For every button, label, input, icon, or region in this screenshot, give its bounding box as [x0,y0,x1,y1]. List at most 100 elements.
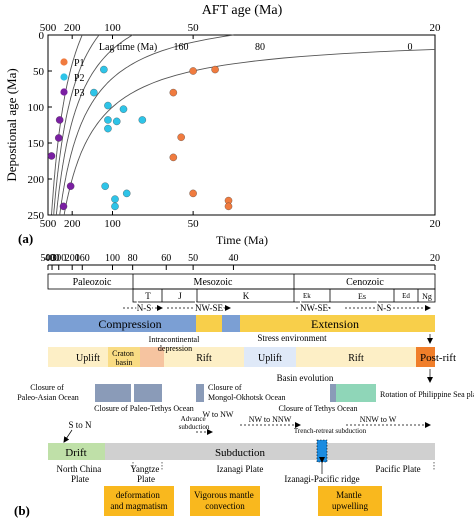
lag-time-curves [51,34,436,216]
data-point-p1 [211,65,219,74]
closure-tethys-label: Closure of Tethys Ocean [278,404,357,413]
basin-uplift-label-2: Uplift [258,353,282,364]
data-point-p2 [111,202,119,211]
transition-bar-2 [222,315,240,332]
data-point-p1 [189,67,197,75]
bottom-x-axis: 500 200 100 50 20 [40,211,441,230]
panel-a-label: (a) [18,231,33,246]
data-point-p2 [104,124,112,133]
time-scale-label: 20 [430,253,440,264]
basin-rift-2 [296,347,416,367]
intracontinental-word: Intracontinental [149,335,200,344]
craton-word: Craton [112,349,134,358]
subduction-label: Subduction [215,447,266,459]
stress-caption: Stress environment [257,333,327,343]
note-s-to-n: S to N [68,420,92,430]
data-point-p2 [112,117,121,126]
plate-north-china: North China Plate [57,464,104,484]
period-ng: Ng [422,292,432,301]
time-scale-label: 80 [128,253,138,264]
top-tick-label: 50 [188,22,200,34]
y-tick-label: 0 [39,30,45,42]
lag-curve [63,48,436,216]
lag-curve [53,34,100,216]
plate-yangtze: Yangtze Plate [130,464,161,484]
extension-bar [240,315,435,332]
panel-a-scatter: 500 200 100 50 20 500 200 100 50 20 0 50 100 150 200… [4,3,441,247]
basin-caption: Basin evolution [277,373,334,383]
note-w-to-nw: W to NW [203,410,234,419]
box-mantle-convection [190,486,260,516]
legend-label: P3 [74,88,85,99]
data-point-p2 [104,101,112,110]
basin-uplift-2 [244,347,296,367]
data-point-p1 [169,88,178,97]
period-es: Es [358,292,366,301]
basin-rift-1 [164,347,244,367]
y-axis-title: Depostional age (Ma) [4,68,19,181]
data-point-p2 [90,88,98,97]
legend-label: P1 [74,58,85,69]
data-point-p3 [66,182,75,190]
top-tick-label: 500 [40,22,57,34]
panel-b-label: (b) [14,503,30,518]
y-tick-label: 50 [33,66,45,78]
box-mantle-upwelling-label: Mantle upwelling [332,490,368,511]
subduction-bar [105,443,435,460]
depression-word: depression [158,344,192,353]
plate-izanagi-pacific-ridge: Izanagi-Pacific ridge [284,474,359,484]
time-scale-label: 300 [51,253,66,264]
bottom-tick-label: 50 [188,218,200,230]
compression-bar [48,315,196,332]
basin-post-rift [416,347,435,367]
closure-mongol-okhotsk-bar [196,384,204,402]
note-trench-retreat: Trench-retreat subduction [294,427,367,435]
stress-dir-nwse-2: NW-SE [300,303,329,313]
time-scale-label: 200 [65,253,80,264]
data-point-p1 [189,189,197,198]
top-x-axis: 500 200 100 50 20 [40,22,441,39]
legend-marker [60,73,68,81]
drift-bar [48,443,105,460]
box-deformation [104,486,174,516]
data-point-p3 [59,202,68,211]
top-axis-title: AFT age (Ma) [202,3,283,18]
extension-label: Extension [311,317,359,331]
bottom-tick-label: 500 [40,218,57,230]
rotation-philippine-label: Rotation of Philippine Sea plate [380,390,474,399]
y-tick-label: 150 [28,138,45,150]
time-scale-label: 400 [45,253,60,264]
time-scale-label: 40 [228,253,238,264]
closure-paleo-tethys-bar [134,384,162,402]
data-point-p3 [55,134,63,142]
bottom-tick-label: 200 [64,218,81,230]
period-t: T [145,291,151,301]
legend-marker [60,58,68,66]
period-ek: Ek [303,292,311,300]
drift-label: Drift [65,447,86,459]
data-point-p3 [55,116,64,124]
closure-mongol-okhotsk-label: Closure of Mongol-Okhotsk Ocean [208,383,286,402]
lag-label-0: 0 [408,42,413,53]
note-advance-subduction: Advance subduction [179,415,210,431]
transition-bar [196,315,222,332]
time-scale-label: 160 [75,253,90,264]
rotation-philippine-bar [336,384,376,402]
stress-dir-ns-1: N-S [137,303,152,313]
y-axis: 0 50 100 150 200 250 [28,30,52,222]
data-point-p2 [100,65,108,74]
basin-word: basin [116,358,133,367]
era-cenozoic: Cenozoic [346,277,384,288]
basin-uplift-1 [48,347,108,367]
time-scale-label: 500 [41,253,56,264]
top-tick-label: 20 [430,22,442,34]
data-point-p1 [224,202,233,211]
plate-izanagi: Izanagi Plate [217,464,264,474]
lag-label-80: 80 [255,42,265,53]
data-point-p2 [138,116,147,124]
box-deformation-label: deformation and magmatism [110,490,167,511]
basin-intracontinental-label: Intracontinental depression [149,335,202,353]
box-mantle-convection-label: Vigorous mantle convection [194,490,256,511]
